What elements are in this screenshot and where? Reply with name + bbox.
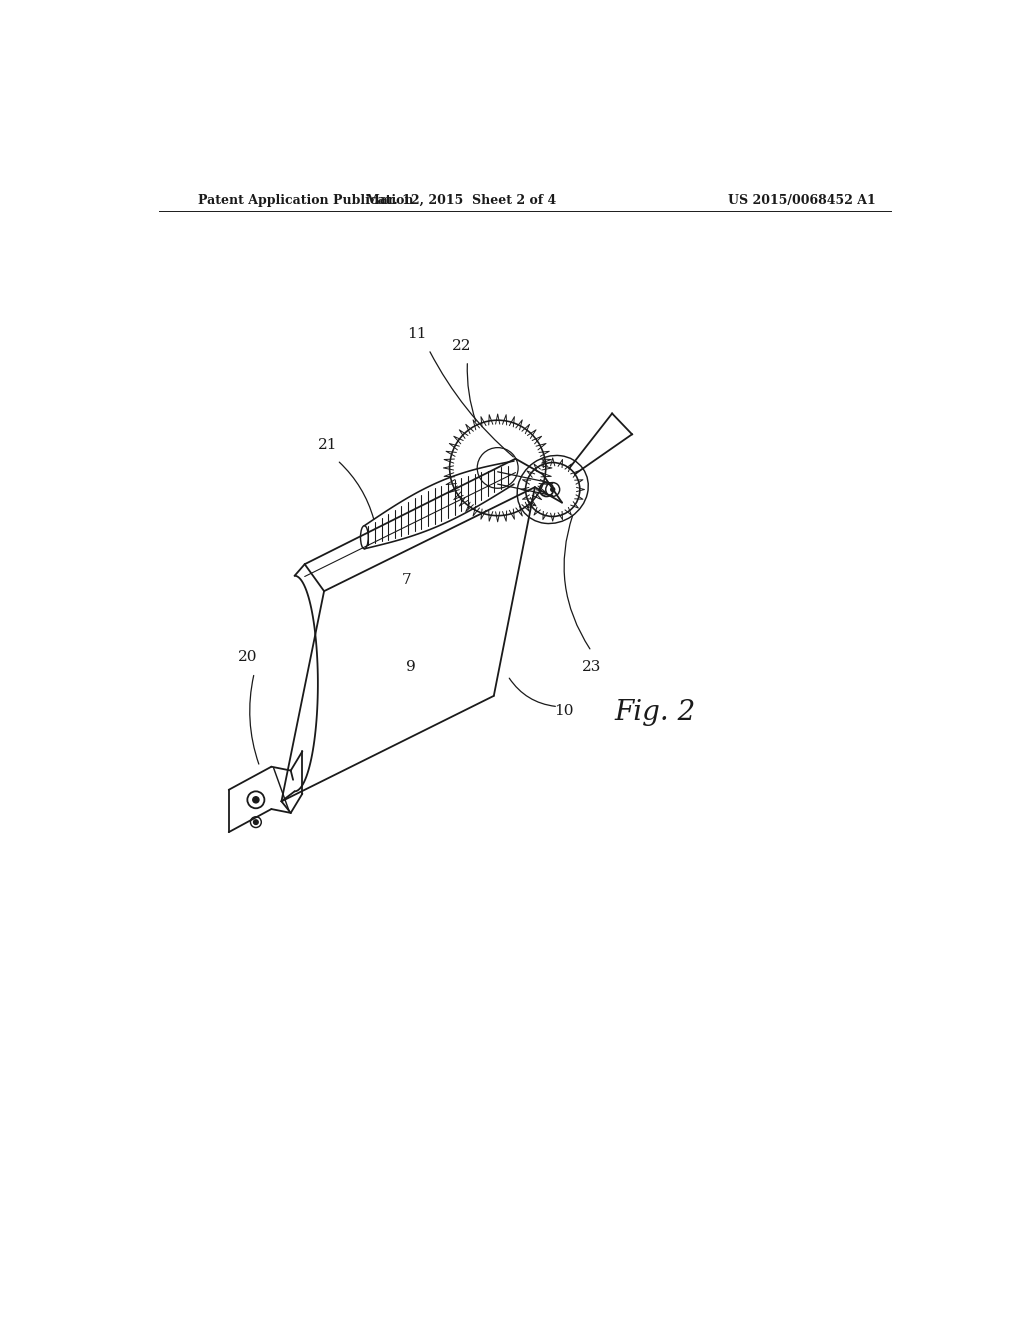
Text: 10: 10: [554, 705, 573, 718]
Text: Fig. 2: Fig. 2: [614, 700, 695, 726]
Text: 11: 11: [408, 327, 427, 341]
Circle shape: [550, 487, 555, 492]
Text: 22: 22: [452, 338, 471, 352]
Text: 20: 20: [239, 651, 258, 664]
Circle shape: [254, 820, 258, 825]
Circle shape: [253, 797, 259, 803]
Text: US 2015/0068452 A1: US 2015/0068452 A1: [728, 194, 877, 207]
Text: Patent Application Publication: Patent Application Publication: [198, 194, 414, 207]
Text: 21: 21: [318, 438, 338, 451]
Text: 23: 23: [582, 660, 601, 673]
Text: 7: 7: [402, 573, 412, 586]
Text: Mar. 12, 2015  Sheet 2 of 4: Mar. 12, 2015 Sheet 2 of 4: [367, 194, 556, 207]
Text: 9: 9: [406, 660, 416, 673]
